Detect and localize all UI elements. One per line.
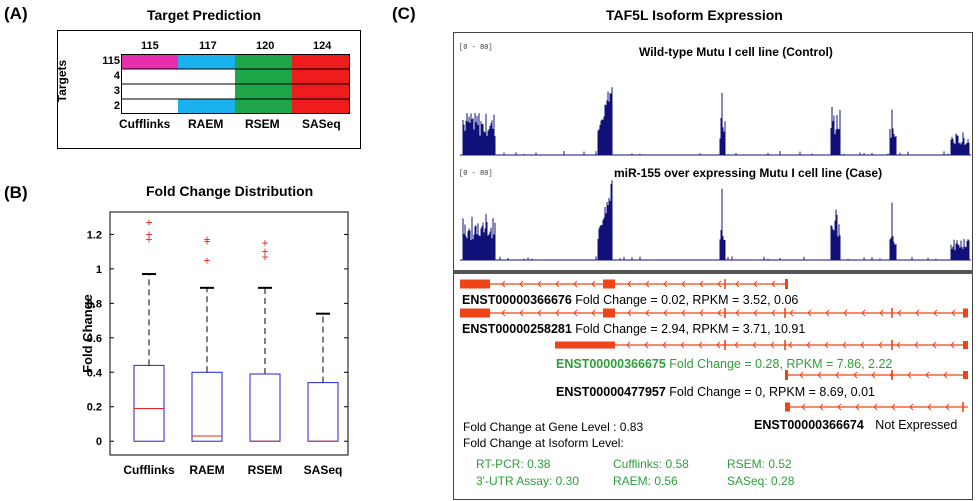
isoform-row-3: ENST00000366675 Fold Change = 0.28, RPKM… — [556, 357, 892, 371]
isoform-row-5: ENST00000366674 Not Expressed — [754, 418, 957, 432]
row-value-2: 4 — [113, 70, 120, 82]
isoform-row-2: ENST00000258281 Fold Change = 2.94, RPKM… — [462, 322, 805, 336]
transcript-models — [460, 279, 968, 412]
method-labels-a: Cufflinks RAEM RSEM SASeq — [119, 117, 361, 135]
y-tick-label: 0.6 — [87, 333, 102, 345]
coverage-track-control — [460, 87, 971, 156]
track-range-2: [0 - 80] — [459, 170, 493, 178]
x-category-label: RSEM — [248, 463, 283, 477]
panel-c-title: TAF5L Isoform Expression — [606, 7, 783, 23]
panel-c-label: (C) — [392, 4, 416, 23]
cell-cufflinks-4 — [121, 69, 178, 84]
outlier-rsem: + — [261, 250, 268, 264]
cell-raem-4 — [178, 69, 235, 84]
cell-rsem-115 — [235, 54, 292, 69]
target-col-header: 115 117 120 124 — [121, 40, 351, 54]
target-prediction-figure — [57, 30, 361, 149]
outlier-raem: + — [203, 234, 210, 248]
cell-saseq-115 — [292, 54, 350, 69]
isoform-desc-5: Not Expressed — [875, 418, 958, 432]
cell-raem-2 — [178, 99, 235, 114]
coverage-track-case — [460, 180, 971, 261]
cell-raem-115 — [178, 54, 235, 69]
col-value-1: 115 — [141, 40, 159, 52]
panel-a-title: Target Prediction — [147, 7, 262, 23]
y-axis-label: Fold Change — [80, 294, 95, 373]
cell-saseq-3 — [292, 84, 350, 99]
isoform-id-4: ENST00000477957 — [556, 385, 666, 399]
cell-cufflinks-3 — [121, 84, 178, 99]
cell-saseq-4 — [292, 69, 350, 84]
y-tick-label: 0.4 — [87, 367, 103, 379]
box-rsem — [249, 373, 281, 442]
panel-b-title: Fold Change Distribution — [146, 183, 314, 199]
isoform-row-1: ENST00000366676 Fold Change = 0.02, RPKM… — [462, 293, 798, 307]
method-label-cufflinks: Cufflinks — [119, 117, 171, 131]
isoform-id-2: ENST00000258281 — [462, 322, 572, 336]
isoform-level-raem: RAEM: 0.56 — [613, 474, 678, 488]
isoform-level-saseq: SASeq: 0.28 — [727, 474, 795, 488]
y-tick-label: 0.8 — [87, 298, 102, 310]
cell-rsem-3 — [235, 84, 292, 99]
cell-cufflinks-2 — [121, 99, 178, 114]
box-saseq — [307, 382, 339, 442]
cell-saseq-2 — [292, 99, 350, 114]
gene-level-fold-change: Fold Change at Gene Level : 0.83 — [463, 420, 644, 434]
method-label-raem: RAEM — [188, 117, 224, 131]
plot-frame — [109, 211, 349, 456]
target-grid — [121, 54, 350, 114]
method-label-saseq: SASeq — [302, 117, 341, 131]
isoform-level-utr: 3'-UTR Assay: 0.30 — [476, 474, 579, 488]
targets-ylabel: Targets — [55, 59, 69, 103]
y-tick-label: 1.2 — [87, 229, 102, 241]
isoform-desc-1: Fold Change = 0.02, RPKM = 3.52, 0.06 — [575, 293, 799, 307]
isoform-desc-2: Fold Change = 2.94, RPKM = 3.71, 10.91 — [575, 322, 806, 336]
cell-rsem-2 — [235, 99, 292, 114]
row-value-3: 3 — [113, 85, 120, 97]
box-raem — [191, 371, 223, 442]
panel-b-label: (B) — [4, 183, 28, 202]
outlier-raem: + — [203, 253, 210, 267]
panel-a-label: (A) — [4, 4, 28, 23]
isoform-desc-3: Fold Change = 0.28, RPKM = 7.86, 2.22 — [669, 357, 893, 371]
y-tick-label: 1 — [96, 264, 102, 276]
row-value-4: 2 — [113, 100, 120, 112]
genome-browser-frame — [453, 32, 973, 500]
browser-divider — [453, 270, 973, 274]
isoform-level-rtpcr: RT-PCR: 0.38 — [476, 457, 551, 471]
isoform-row-4: ENST00000477957 Fold Change = 0, RPKM = … — [556, 385, 875, 399]
cell-rsem-4 — [235, 69, 292, 84]
track-title-2: miR-155 over expressing Mutu I cell line… — [614, 166, 883, 180]
outlier-cufflinks: + — [145, 227, 152, 241]
track-title-1: Wild-type Mutu I cell line (Control) — [639, 45, 833, 59]
outlier-raem: + — [203, 233, 210, 247]
outlier-rsem: + — [261, 236, 268, 250]
y-tick-label: 0.2 — [87, 402, 102, 414]
outlier-cufflinks: + — [145, 233, 152, 247]
isoform-id-5: ENST00000366674 — [754, 418, 864, 432]
outlier-rsem: + — [261, 245, 268, 259]
x-category-label: SASeq — [304, 463, 343, 477]
isoform-desc-4: Fold Change = 0, RPKM = 8.69, 0.01 — [669, 385, 875, 399]
x-category-label: Cufflinks — [123, 463, 175, 477]
row-value-1: 115 — [102, 55, 120, 67]
isoform-id-3: ENST00000366675 — [556, 357, 666, 371]
track-range-1: [0 - 80] — [459, 44, 493, 52]
isoform-level-label: Fold Change at Isoform Level: — [463, 436, 624, 450]
cell-raem-3 — [178, 84, 235, 99]
col-value-3: 120 — [256, 40, 275, 52]
outlier-cufflinks: + — [145, 215, 152, 229]
isoform-level-rsem: RSEM: 0.52 — [727, 457, 792, 471]
y-tick-label: 0 — [96, 436, 102, 448]
cell-cufflinks-115 — [121, 54, 178, 69]
col-value-4: 124 — [313, 40, 332, 52]
x-category-label: RAEM — [189, 463, 224, 477]
method-label-rsem: RSEM — [245, 117, 280, 131]
box-cufflinks — [133, 364, 165, 442]
isoform-id-1: ENST00000366676 — [462, 293, 572, 307]
coverage-tracks — [460, 87, 971, 261]
isoform-level-cufflinks: Cufflinks: 0.58 — [613, 457, 689, 471]
col-value-2: 117 — [199, 40, 217, 52]
